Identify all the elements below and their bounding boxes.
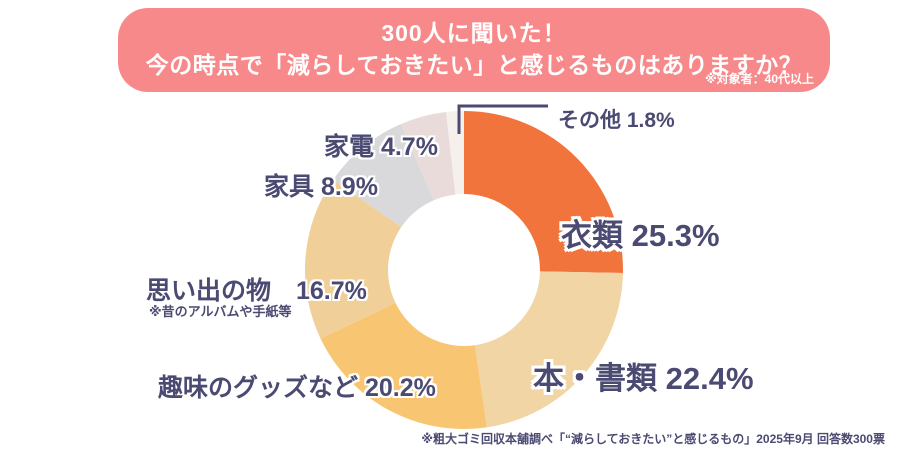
label-appliances: 家電 4.7% (324, 133, 438, 161)
label-memories-note: ※昔のアルバムや手紙等 (149, 304, 292, 319)
source-note: ※粗大ゴミ回収本舗調べ「“減らしておきたい”と感じるもの」2025年9月 回答数… (421, 432, 885, 446)
donut-slice-2 (320, 302, 487, 429)
banner-title-line1: 300人に聞いた！ (381, 20, 567, 46)
label-books: 本・書類 22.4% (533, 361, 754, 396)
title-banner: 300人に聞いた！ 今の時点で「減らしておきたい」と感じるものはありますか？ ※… (118, 8, 830, 92)
donut-slice-0 (464, 111, 623, 273)
label-other: その他 1.8% (558, 109, 675, 132)
donut-slice-1 (474, 271, 623, 428)
donut-slice-5 (400, 112, 456, 201)
donut-slices-group (304, 111, 623, 429)
label-clothing: 衣類 25.3% (561, 218, 720, 253)
donut-slice-3 (304, 179, 402, 339)
label-furniture: 家具 8.9% (264, 173, 378, 201)
label-memories: 思い出の物 16.7% (146, 277, 367, 305)
banner-subtitle: ※対象者：40代以上 (704, 72, 814, 86)
banner-title-line2: 今の時点で「減らしておきたい」と感じるものはありますか？ (145, 52, 803, 78)
donut-slice-4 (333, 124, 434, 227)
other-leader-line (457, 104, 548, 134)
label-hobby: 趣味のグッズなど 20.2% (158, 374, 436, 402)
